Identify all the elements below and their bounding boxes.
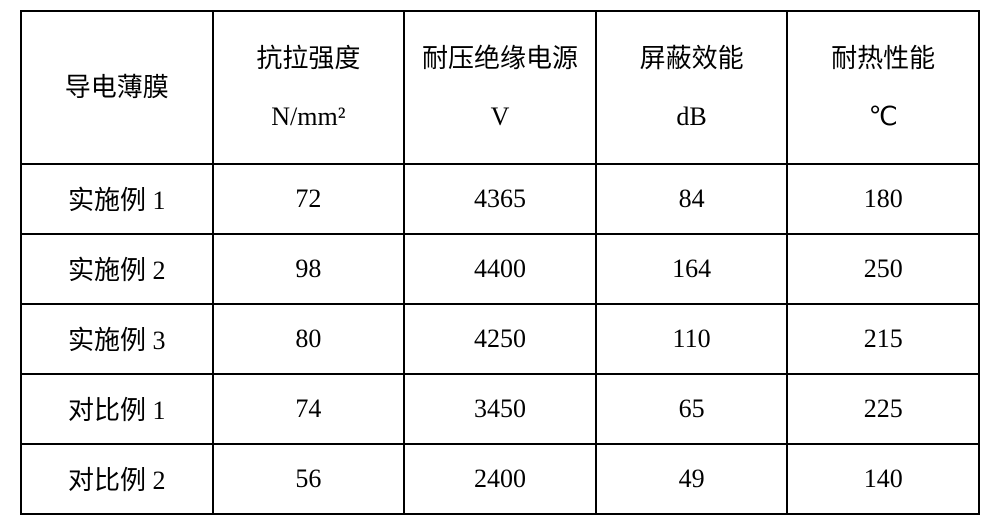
cell-row3-c2: 3450 xyxy=(404,374,596,444)
table-row: 实施例 2 98 4400 164 250 xyxy=(21,234,979,304)
col-header-1-unit: N/mm² xyxy=(222,88,396,145)
col-header-4-main: 耐热性能 xyxy=(796,30,970,87)
data-table: 导电薄膜 抗拉强度 N/mm² 耐压绝缘电源 V 屏蔽效能 dB 耐热性能 ℃ xyxy=(20,10,980,514)
cell-row0-c2: 4365 xyxy=(404,164,596,234)
col-header-0-main: 导电薄膜 xyxy=(30,59,204,116)
table-row: 对比例 1 74 3450 65 225 xyxy=(21,374,979,444)
col-header-2-main: 耐压绝缘电源 xyxy=(413,30,587,87)
col-header-3: 屏蔽效能 dB xyxy=(596,11,788,163)
col-header-1: 抗拉强度 N/mm² xyxy=(213,11,405,163)
cell-row4-c4: 140 xyxy=(787,444,979,514)
cell-row4-c1: 56 xyxy=(213,444,405,514)
cell-row2-c1: 80 xyxy=(213,304,405,374)
col-header-3-main: 屏蔽效能 xyxy=(605,30,779,87)
table-header-row: 导电薄膜 抗拉强度 N/mm² 耐压绝缘电源 V 屏蔽效能 dB 耐热性能 ℃ xyxy=(21,11,979,163)
cell-row3-c4: 225 xyxy=(787,374,979,444)
cell-row4-c2: 2400 xyxy=(404,444,596,514)
cell-row0-label: 实施例 1 xyxy=(21,164,213,234)
cell-row3-c1: 74 xyxy=(213,374,405,444)
cell-row1-c4: 250 xyxy=(787,234,979,304)
col-header-1-main: 抗拉强度 xyxy=(222,30,396,87)
cell-row4-c3: 49 xyxy=(596,444,788,514)
cell-row2-label: 实施例 3 xyxy=(21,304,213,374)
data-table-container: 导电薄膜 抗拉强度 N/mm² 耐压绝缘电源 V 屏蔽效能 dB 耐热性能 ℃ xyxy=(20,10,980,514)
col-header-0: 导电薄膜 xyxy=(21,11,213,163)
table-row: 实施例 1 72 4365 84 180 xyxy=(21,164,979,234)
cell-row1-label: 实施例 2 xyxy=(21,234,213,304)
cell-row0-c4: 180 xyxy=(787,164,979,234)
cell-row0-c3: 84 xyxy=(596,164,788,234)
cell-row3-c3: 65 xyxy=(596,374,788,444)
cell-row0-c1: 72 xyxy=(213,164,405,234)
col-header-3-unit: dB xyxy=(605,88,779,145)
cell-row1-c2: 4400 xyxy=(404,234,596,304)
col-header-2-unit: V xyxy=(413,88,587,145)
table-row: 实施例 3 80 4250 110 215 xyxy=(21,304,979,374)
cell-row3-label: 对比例 1 xyxy=(21,374,213,444)
col-header-2: 耐压绝缘电源 V xyxy=(404,11,596,163)
cell-row4-label: 对比例 2 xyxy=(21,444,213,514)
cell-row2-c2: 4250 xyxy=(404,304,596,374)
col-header-4: 耐热性能 ℃ xyxy=(787,11,979,163)
cell-row2-c4: 215 xyxy=(787,304,979,374)
cell-row1-c3: 164 xyxy=(596,234,788,304)
cell-row2-c3: 110 xyxy=(596,304,788,374)
table-row: 对比例 2 56 2400 49 140 xyxy=(21,444,979,514)
col-header-4-unit: ℃ xyxy=(796,88,970,145)
cell-row1-c1: 98 xyxy=(213,234,405,304)
